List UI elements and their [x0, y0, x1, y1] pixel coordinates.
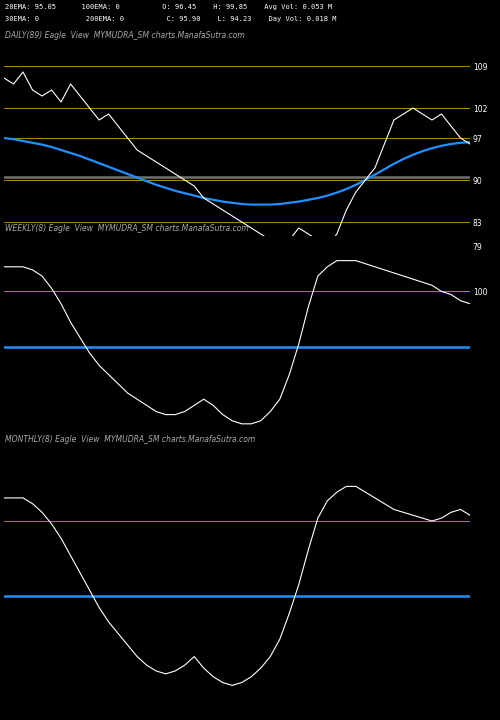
Text: DAILY(89) Eagle  View  MYMUDRA_SM charts.ManafaSutra.com: DAILY(89) Eagle View MYMUDRA_SM charts.M…: [5, 30, 245, 40]
Text: MONTHLY(8) Eagle  View  MYMUDRA_SM charts.ManafaSutra.com: MONTHLY(8) Eagle View MYMUDRA_SM charts.…: [5, 434, 256, 444]
Text: WEEKLY(8) Eagle  View  MYMUDRA_SM charts.ManafaSutra.com: WEEKLY(8) Eagle View MYMUDRA_SM charts.M…: [5, 225, 249, 233]
Text: 30EMA: 0           200EMA: 0          C: 95.90    L: 94.23    Day Vol: 0.018 M: 30EMA: 0 200EMA: 0 C: 95.90 L: 94.23 Day…: [5, 17, 336, 22]
Text: 20EMA: 95.05      100EMA: 0          O: 96.45    H: 99.85    Avg Vol: 0.053 M: 20EMA: 95.05 100EMA: 0 O: 96.45 H: 99.85…: [5, 4, 332, 10]
